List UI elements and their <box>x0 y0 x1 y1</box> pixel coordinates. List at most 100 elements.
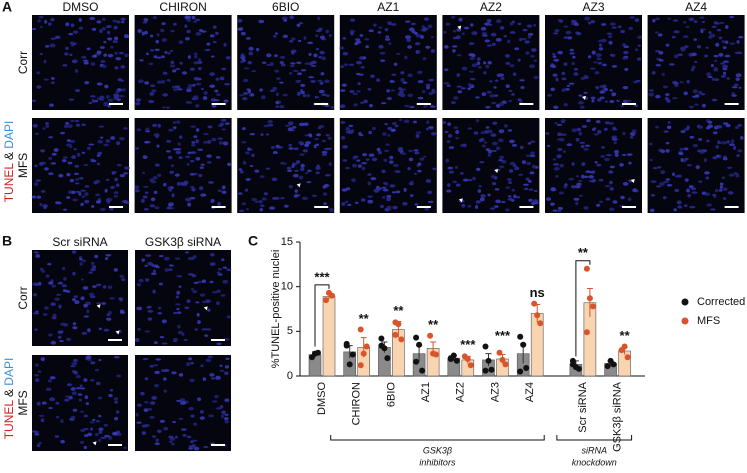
nucleus <box>402 201 408 206</box>
nucleus <box>241 141 247 144</box>
nucleus <box>197 58 201 61</box>
nucleus <box>718 52 724 57</box>
nucleus <box>103 53 108 57</box>
nucleus <box>321 152 328 157</box>
nucleus <box>711 25 717 28</box>
nucleus <box>92 418 96 422</box>
nucleus <box>397 148 403 152</box>
nucleus <box>609 22 616 26</box>
nucleus <box>389 160 394 164</box>
nucleus <box>423 105 428 108</box>
nucleus <box>270 146 275 149</box>
nucleus <box>481 92 487 97</box>
nucleus <box>175 85 181 89</box>
nucleus <box>710 64 714 68</box>
nucleus <box>505 186 511 189</box>
nucleus <box>288 143 293 147</box>
nucleus <box>81 195 86 198</box>
significance: ** <box>620 328 631 343</box>
nucleus <box>493 86 497 89</box>
nucleus <box>59 339 64 343</box>
nucleus <box>166 78 171 82</box>
nucleus <box>405 35 411 39</box>
nucleus <box>725 24 729 29</box>
nucleus <box>566 84 571 87</box>
nucleus <box>311 194 317 197</box>
nucleus <box>367 195 373 198</box>
nucleus <box>593 61 598 64</box>
nucleus <box>266 63 271 66</box>
nucleus <box>705 46 709 49</box>
nucleus <box>256 47 260 52</box>
nucleus <box>629 135 634 139</box>
nucleus <box>702 103 706 108</box>
nucleus <box>386 197 391 202</box>
nucleus <box>517 58 521 62</box>
nucleus <box>137 328 141 331</box>
y-tick-label: 5 <box>287 325 293 337</box>
nucleus <box>410 22 416 26</box>
nucleus <box>88 271 93 274</box>
nucleus <box>557 123 563 127</box>
nucleus <box>279 55 286 59</box>
nucleus <box>156 56 162 59</box>
nucleus <box>581 162 586 166</box>
nucleus <box>195 301 200 304</box>
nucleus <box>317 16 321 20</box>
nucleus <box>446 189 452 193</box>
nucleus <box>114 400 118 404</box>
nucleus <box>735 73 742 78</box>
nucleus <box>246 88 251 91</box>
nucleus <box>288 184 293 189</box>
nucleus <box>85 402 90 406</box>
nucleus <box>121 278 126 282</box>
nucleus <box>665 93 670 97</box>
nucleus <box>634 48 639 52</box>
nucleus <box>199 293 206 297</box>
nucleus <box>151 395 158 400</box>
nucleus <box>241 32 246 36</box>
nucleus <box>623 50 629 55</box>
nucleus <box>347 203 352 207</box>
nucleus <box>201 328 208 331</box>
nucleus <box>491 42 496 47</box>
nucleus <box>556 209 562 213</box>
nucleus <box>350 18 355 22</box>
nucleus <box>298 175 304 180</box>
nucleus <box>369 103 373 108</box>
nucleus <box>92 285 97 288</box>
nucleus <box>447 122 452 127</box>
nucleus <box>590 19 596 24</box>
nucleus <box>91 265 97 269</box>
nucleus <box>113 268 118 272</box>
nucleus <box>115 90 120 94</box>
nucleus <box>74 300 80 305</box>
nucleus <box>665 178 670 181</box>
nucleus <box>83 445 88 450</box>
nucleus <box>104 84 109 89</box>
nucleus <box>626 153 633 156</box>
nucleus <box>154 206 160 210</box>
nucleus <box>188 447 194 450</box>
nucleus <box>84 395 89 400</box>
nucleus <box>476 61 481 66</box>
nucleus <box>171 442 175 446</box>
nucleus <box>361 162 367 165</box>
nucleus <box>475 205 479 209</box>
nucleus <box>113 195 118 198</box>
nucleus <box>719 182 724 186</box>
nucleus <box>726 166 733 169</box>
significance: ** <box>578 245 589 260</box>
nucleus <box>75 387 82 390</box>
nucleus <box>289 15 294 20</box>
nucleus <box>622 131 626 136</box>
nucleus <box>159 419 166 423</box>
nucleus <box>322 185 327 189</box>
nucleus <box>43 59 47 64</box>
arrowhead <box>92 441 97 446</box>
nucleus <box>104 188 108 193</box>
nucleus <box>364 38 370 41</box>
nucleus <box>573 72 579 76</box>
nucleus <box>123 34 129 38</box>
nucleus <box>89 95 96 98</box>
